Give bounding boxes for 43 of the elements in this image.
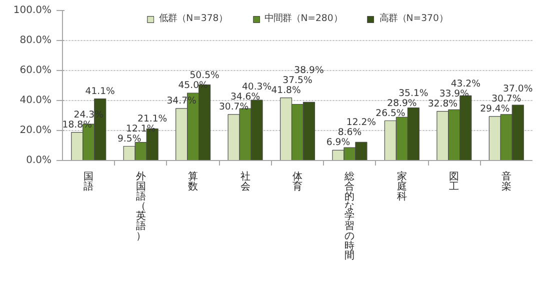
data-label: 6.9%	[326, 137, 350, 148]
data-label: 29.4%	[480, 103, 510, 114]
data-label: 43.2%	[450, 78, 481, 90]
y-tick-label: 60.0%	[20, 65, 52, 76]
data-label: 30.7%	[218, 101, 249, 112]
data-label: 12.1%	[126, 123, 156, 134]
data-label: 18.8%	[62, 119, 92, 130]
data-label: 9.5%	[117, 133, 142, 144]
data-label: 35.1%	[398, 88, 428, 99]
x-tick-label: 家庭科	[396, 170, 407, 202]
data-label: 37.5%	[282, 74, 312, 86]
y-tick-label: 80.0%	[20, 35, 52, 46]
data-label: 38.9%	[294, 64, 324, 76]
data-label: 21.1%	[138, 113, 168, 124]
x-tick-label: 社会	[240, 170, 250, 192]
x-tick-label: 国語	[84, 172, 94, 192]
legend-label: 中間群（N=280）	[264, 12, 342, 25]
data-label: 41.1%	[85, 86, 116, 97]
y-tick-label: 100.0%	[13, 5, 52, 16]
x-tick-label: 図工	[449, 172, 460, 192]
data-label: 30.7%	[492, 93, 522, 104]
y-tick-label: 20.0%	[20, 125, 52, 136]
data-label: 45.0%	[178, 80, 208, 91]
data-label: 26.5%	[376, 108, 406, 119]
data-label: 12.2%	[346, 117, 376, 128]
x-tick-label: 音楽	[501, 170, 512, 192]
y-tick-label: 40.0%	[20, 95, 52, 106]
data-label: 8.6%	[338, 127, 362, 138]
category-label: 総合的な学習の時間	[344, 172, 355, 262]
data-label: 41.8%	[271, 84, 301, 96]
y-tick-label: 0.0%	[26, 155, 52, 166]
data-label: 33.9%	[439, 88, 470, 100]
legend-label: 低群（N=378）	[159, 12, 228, 25]
x-tick-label: 外国語（英語）	[136, 172, 146, 242]
data-label: 37.0%	[503, 83, 533, 94]
data-label: 28.9%	[387, 98, 417, 109]
data-label: 32.8%	[428, 98, 458, 110]
data-label: 34.6%	[230, 91, 260, 102]
x-tick-label: 体育	[292, 170, 302, 192]
data-label: 40.3%	[242, 81, 272, 92]
data-label: 50.5%	[190, 70, 220, 81]
legend-label: 高群（N=370）	[379, 12, 448, 25]
x-tick-label: 算数	[188, 170, 198, 192]
